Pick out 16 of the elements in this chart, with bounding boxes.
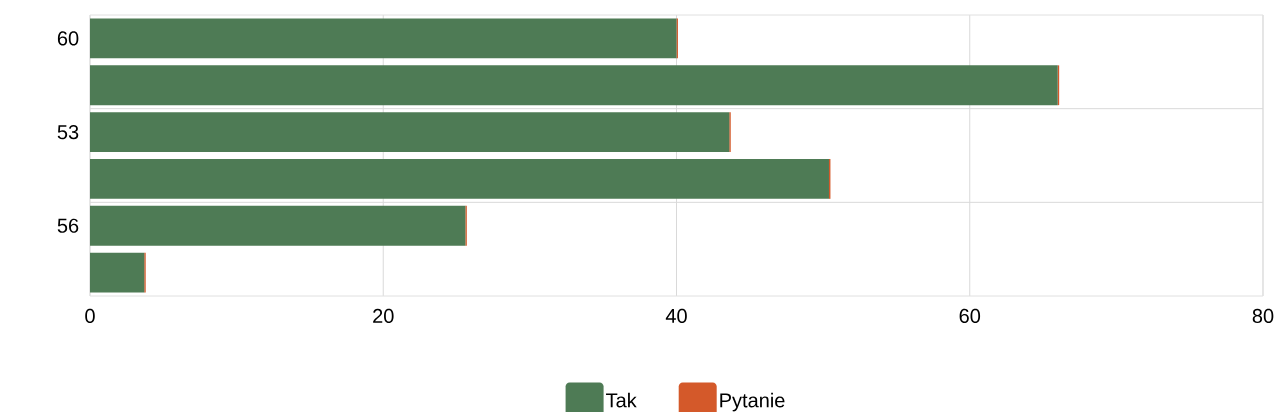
bar	[90, 112, 730, 152]
x-tick-label: 0	[85, 308, 95, 324]
x-tick-label: 60	[959, 308, 981, 324]
y-tick-label: 56	[57, 218, 79, 233]
x-tick-label: 80	[1252, 308, 1274, 324]
bar	[90, 65, 1058, 106]
bar	[90, 252, 145, 293]
y-tick-label: 53	[57, 125, 79, 140]
x-tick-label: 40	[665, 308, 687, 324]
bar	[90, 205, 466, 246]
bar	[90, 159, 829, 199]
legend-label: Tak	[606, 392, 637, 408]
x-tick-label: 20	[373, 308, 394, 324]
bar	[90, 18, 677, 59]
legend-label: Pytanie	[720, 392, 785, 412]
y-tick-label: 60	[57, 31, 79, 46]
